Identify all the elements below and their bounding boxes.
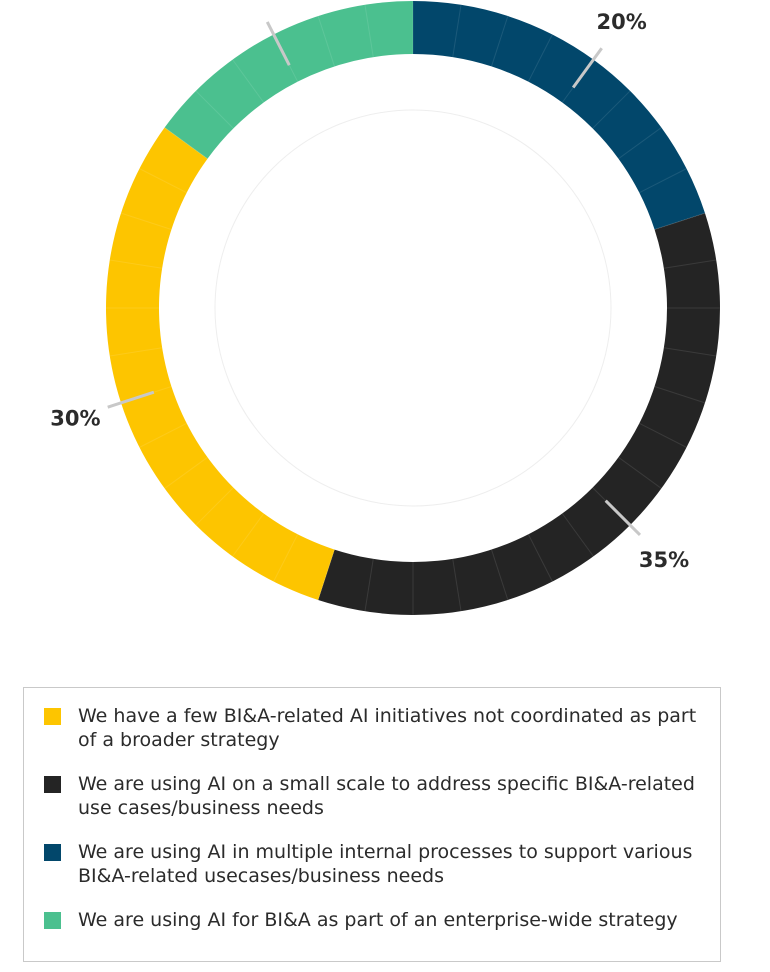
ring-separator [164, 127, 208, 160]
ring-separator [618, 456, 662, 489]
ring-separator [139, 168, 187, 194]
leader-line [571, 47, 603, 89]
ring-separator [317, 549, 335, 601]
ring-separator [639, 422, 687, 448]
ring-separator [654, 386, 706, 404]
ring-separator [109, 347, 163, 357]
legend-label: We are using AI in multiple internal pro… [78, 841, 693, 887]
slice-few-initiatives [105, 127, 335, 600]
legend-item-small-scale: We are using AI on a small scale to addr… [44, 772, 700, 820]
ring-separator [364, 4, 374, 58]
ring-separator [364, 558, 374, 612]
ring-separator [663, 259, 717, 269]
legend-item-multiple-processes: We are using AI in multiple internal pro… [44, 840, 700, 888]
ring-separator [195, 487, 234, 526]
ring-separator [452, 558, 462, 612]
ring-separator [639, 168, 687, 194]
legend-item-enterprise-wide: We are using AI for BI&A as part of an e… [44, 908, 700, 932]
ring-separator [232, 513, 265, 557]
ring-separator [232, 59, 265, 103]
data-label: 20% [597, 10, 647, 34]
ring-separator [654, 212, 706, 230]
legend-swatch-green [44, 912, 61, 929]
legend-swatch-black [44, 776, 61, 793]
slice-enterprise-wide [164, 1, 413, 159]
data-label: 35% [639, 548, 689, 572]
ring-separator [592, 90, 631, 129]
data-label: 30% [50, 407, 100, 431]
ring-separator [120, 212, 172, 230]
donut-chart: 20% 35% 30% 15% [50, 0, 720, 616]
ring-separator [109, 259, 163, 269]
ring-separator [273, 534, 299, 582]
ring-separator [491, 15, 509, 67]
data-label: 15% [227, 0, 277, 5]
slice-multiple-processes [413, 1, 705, 230]
legend-label: We have a few BI&A-related AI initiative… [78, 705, 697, 751]
leader-line [604, 499, 642, 537]
ring-separator [139, 422, 187, 448]
ring-separator [491, 549, 509, 601]
legend-item-few-initiatives: We have a few BI&A-related AI initiative… [44, 704, 700, 752]
ring-separator [452, 4, 462, 58]
legend: We have a few BI&A-related AI initiative… [23, 687, 721, 962]
leader-line [265, 21, 291, 66]
ring-separator [317, 15, 335, 67]
ring-separator [195, 90, 234, 129]
inner-guide-circle [214, 109, 612, 507]
ring-separator [618, 127, 662, 160]
legend-label: We are using AI for BI&A as part of an e… [78, 909, 678, 931]
legend-label: We are using AI on a small scale to addr… [78, 773, 695, 819]
ring-separator [663, 347, 717, 357]
ring-separator [527, 534, 553, 582]
ring-separator [561, 513, 594, 557]
legend-swatch-yellow [44, 708, 61, 725]
ring-separator [527, 34, 553, 82]
legend-swatch-navy [44, 844, 61, 861]
leader-line [107, 390, 155, 409]
ring-separator [164, 456, 208, 489]
